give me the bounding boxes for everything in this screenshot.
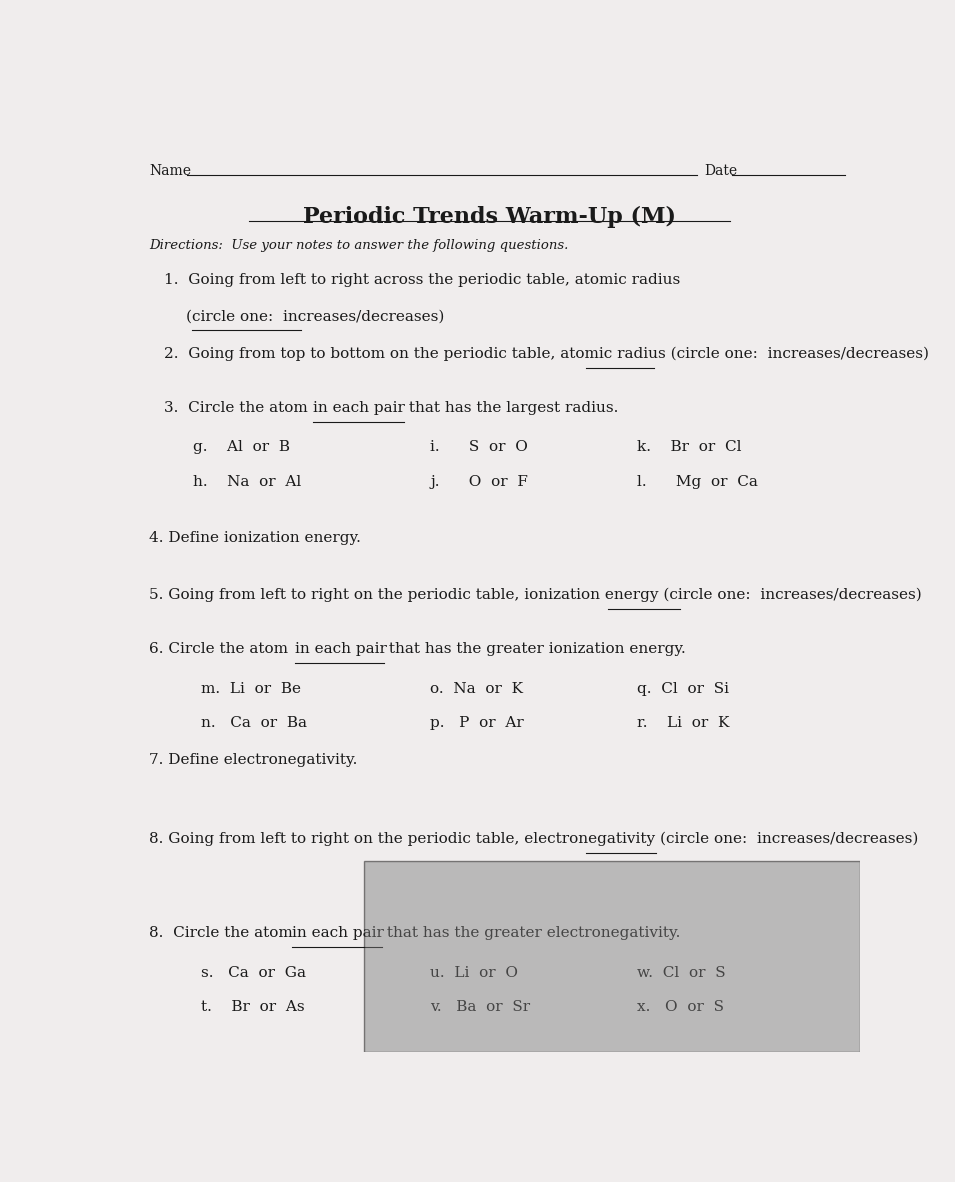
Text: r.    Li  or  K: r. Li or K <box>638 716 730 730</box>
Text: i.      S  or  O: i. S or O <box>430 441 528 454</box>
Text: l.      Mg  or  Ca: l. Mg or Ca <box>638 475 758 489</box>
Text: s.   Ca  or  Ga: s. Ca or Ga <box>201 966 306 980</box>
Text: 6. Circle the atom: 6. Circle the atom <box>149 642 293 656</box>
Text: g.    Al  or  B: g. Al or B <box>193 441 290 454</box>
Text: u.  Li  or  O: u. Li or O <box>430 966 519 980</box>
Text: in each pair: in each pair <box>313 401 405 415</box>
Text: x.   O  or  S: x. O or S <box>638 1000 725 1014</box>
Text: 5. Going from left to right on the periodic table, ionization energy (circle one: 5. Going from left to right on the perio… <box>149 587 922 602</box>
Text: (circle one:  increases/decreases): (circle one: increases/decreases) <box>186 310 444 324</box>
Text: that has the greater electronegativity.: that has the greater electronegativity. <box>382 927 681 941</box>
Text: n.   Ca  or  Ba: n. Ca or Ba <box>201 716 307 730</box>
Text: Date: Date <box>704 163 737 177</box>
Text: t.    Br  or  As: t. Br or As <box>201 1000 305 1014</box>
FancyBboxPatch shape <box>364 860 860 1052</box>
Text: 8. Going from left to right on the periodic table, electronegativity (circle one: 8. Going from left to right on the perio… <box>149 832 919 846</box>
Text: Directions:  Use your notes to answer the following questions.: Directions: Use your notes to answer the… <box>149 239 568 252</box>
Text: Periodic Trends Warm-Up (M): Periodic Trends Warm-Up (M) <box>303 206 676 228</box>
Text: k.    Br  or  Cl: k. Br or Cl <box>638 441 742 454</box>
Text: 1.  Going from left to right across the periodic table, atomic radius: 1. Going from left to right across the p… <box>164 273 680 287</box>
Text: m.  Li  or  Be: m. Li or Be <box>201 682 301 695</box>
Text: 2.  Going from top to bottom on the periodic table, atomic radius (circle one:  : 2. Going from top to bottom on the perio… <box>164 346 929 361</box>
Text: that has the greater ionization energy.: that has the greater ionization energy. <box>384 642 686 656</box>
Text: 7. Define electronegativity.: 7. Define electronegativity. <box>149 753 357 767</box>
Text: in each pair: in each pair <box>292 927 384 941</box>
Text: o.  Na  or  K: o. Na or K <box>430 682 523 695</box>
Text: in each pair: in each pair <box>295 642 387 656</box>
Text: h.    Na  or  Al: h. Na or Al <box>193 475 302 489</box>
Text: 8.  Circle the atom: 8. Circle the atom <box>149 927 298 941</box>
Text: w.  Cl  or  S: w. Cl or S <box>638 966 726 980</box>
Text: 4. Define ionization energy.: 4. Define ionization energy. <box>149 532 361 545</box>
Text: that has the largest radius.: that has the largest radius. <box>404 401 619 415</box>
Text: p.   P  or  Ar: p. P or Ar <box>430 716 524 730</box>
Text: 3.  Circle the atom: 3. Circle the atom <box>164 401 312 415</box>
Text: j.      O  or  F: j. O or F <box>430 475 528 489</box>
Text: q.  Cl  or  Si: q. Cl or Si <box>638 682 730 695</box>
Text: Name: Name <box>149 163 191 177</box>
Text: v.   Ba  or  Sr: v. Ba or Sr <box>430 1000 530 1014</box>
